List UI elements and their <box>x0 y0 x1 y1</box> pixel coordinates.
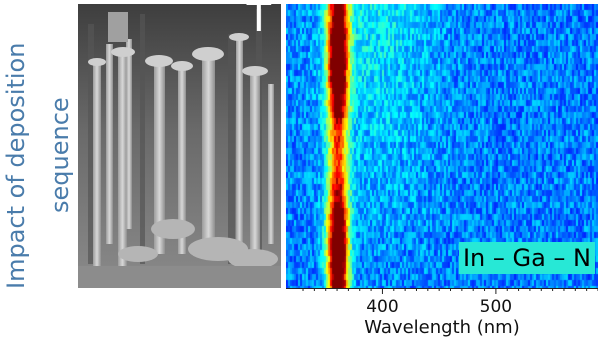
x-axis: 400 500 <box>286 288 598 343</box>
side-title-line2: sequence <box>46 97 74 213</box>
nanowire-micrograph <box>78 4 281 288</box>
heatmap-canvas <box>286 4 598 288</box>
side-title-line1: Impact of deposition <box>2 43 30 289</box>
material-label: In – Ga – N <box>458 242 595 274</box>
luminescence-map: In – Ga – N <box>286 4 598 288</box>
x-axis-label: Wavelength (nm) <box>364 317 520 338</box>
side-title: Impact of deposition sequence <box>0 0 78 343</box>
sem-panel-letter: T <box>246 4 271 41</box>
sem-image: T <box>78 4 281 288</box>
x-tick-label: 500 <box>480 297 512 317</box>
x-tick-label: 400 <box>366 297 398 317</box>
